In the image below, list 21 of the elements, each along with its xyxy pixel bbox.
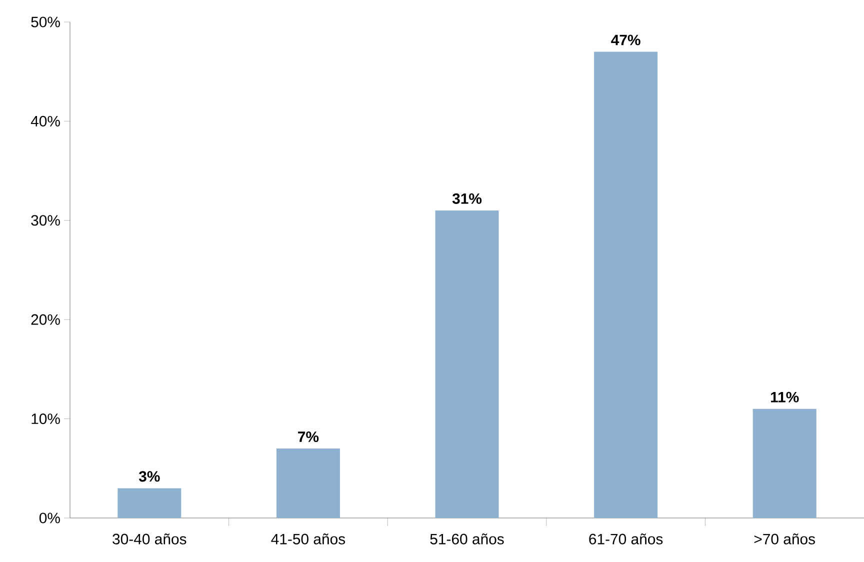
- data-label: 3%: [138, 471, 160, 482]
- x-tick-label: 51-60 años: [430, 534, 504, 544]
- data-label: 11%: [771, 392, 799, 402]
- y-tick-label: 50%: [31, 16, 60, 28]
- bar: [118, 488, 182, 518]
- x-tick-label: 41-50 años: [271, 534, 346, 544]
- x-tick-label: >70 años: [754, 534, 815, 544]
- data-label: 47%: [611, 34, 640, 46]
- bar: [435, 210, 499, 518]
- bar: [276, 448, 340, 518]
- x-tick-label: 61-70 años: [589, 534, 663, 544]
- bar: [752, 408, 816, 518]
- y-tick-label: 0%: [39, 512, 60, 524]
- y-tick-label: 10%: [32, 413, 60, 424]
- y-tick-label: 20%: [31, 314, 60, 325]
- data-label: 31%: [452, 193, 482, 204]
- y-tick-label: 40%: [30, 116, 60, 126]
- data-label: 7%: [298, 432, 319, 442]
- bar: [594, 52, 658, 518]
- x-tick-label: 30-40 años: [112, 534, 186, 544]
- y-tick-label: 30%: [31, 215, 60, 226]
